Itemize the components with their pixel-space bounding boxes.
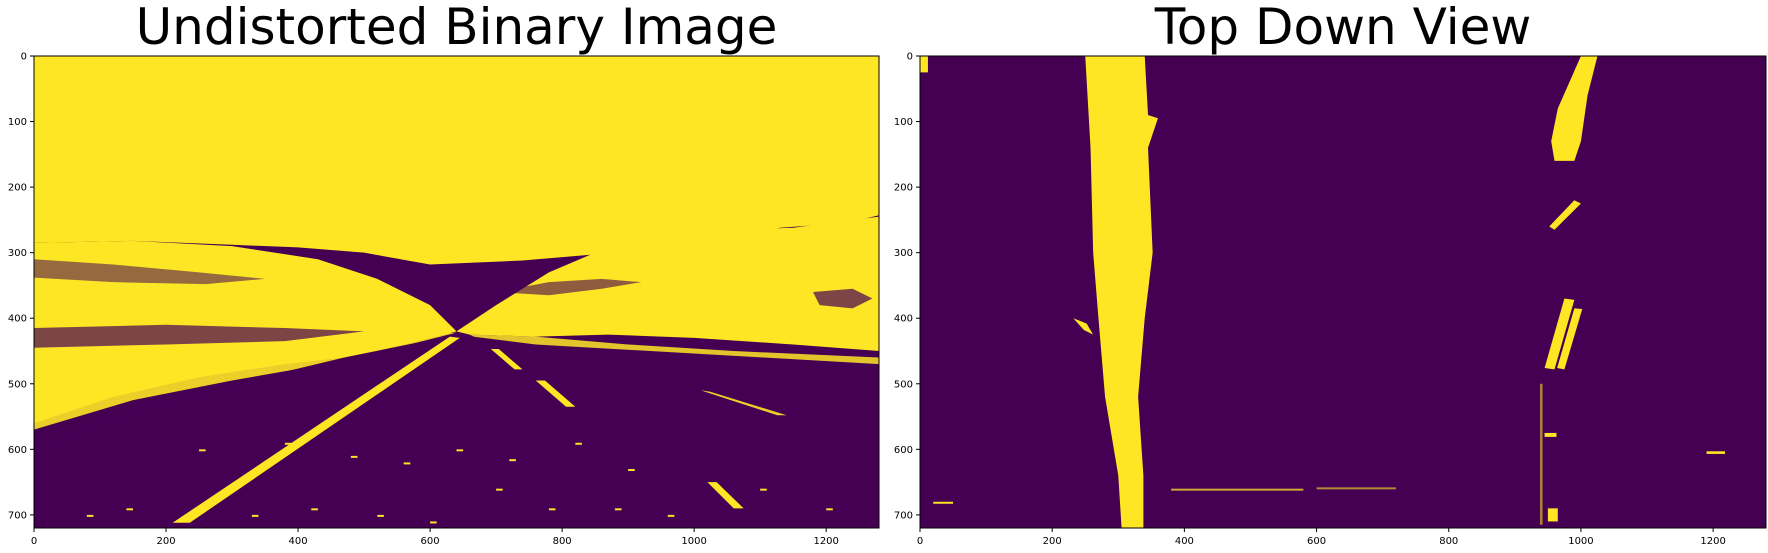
y-tick-label: 300	[894, 248, 913, 259]
x-tick-label: 1200	[1700, 536, 1725, 547]
right-panel-title: Top Down View	[1154, 0, 1532, 56]
y-tick-label: 600	[8, 445, 27, 456]
x-tick-label: 600	[421, 536, 440, 547]
x-tick-label: 200	[1043, 536, 1062, 547]
y-tick-label: 300	[8, 248, 27, 259]
y-tick-label: 400	[8, 314, 27, 325]
top-down-heatmap	[920, 56, 1766, 528]
binary-image-heatmap	[34, 56, 879, 528]
x-tick-label: 1000	[1568, 536, 1593, 547]
y-tick-label: 0	[21, 52, 27, 63]
y-tick-label: 600	[894, 445, 913, 456]
x-tick-label: 800	[553, 536, 572, 547]
x-tick-label: 1000	[681, 536, 706, 547]
y-tick-label: 200	[894, 183, 913, 194]
axes-frame	[33, 55, 880, 529]
y-tick-label: 0	[907, 52, 913, 63]
x-tick-label: 800	[1439, 536, 1458, 547]
x-tick-label: 1200	[813, 536, 838, 547]
y-tick-label: 400	[894, 314, 913, 325]
x-tick-label: 0	[917, 536, 923, 547]
y-tick-label: 100	[8, 117, 27, 128]
axes-frame	[919, 55, 1767, 529]
y-tick-label: 700	[894, 510, 913, 521]
y-tick-label: 200	[8, 183, 27, 194]
x-tick-label: 400	[289, 536, 308, 547]
x-tick-label: 200	[156, 536, 175, 547]
x-tick-label: 400	[1175, 536, 1194, 547]
x-tick-label: 0	[31, 536, 37, 547]
y-tick-label: 700	[8, 510, 27, 521]
left-panel-title: Undistorted Binary Image	[135, 0, 778, 56]
y-tick-label: 100	[894, 117, 913, 128]
y-tick-label: 500	[8, 379, 27, 390]
x-tick-label: 600	[1307, 536, 1326, 547]
y-tick-label: 500	[894, 379, 913, 390]
